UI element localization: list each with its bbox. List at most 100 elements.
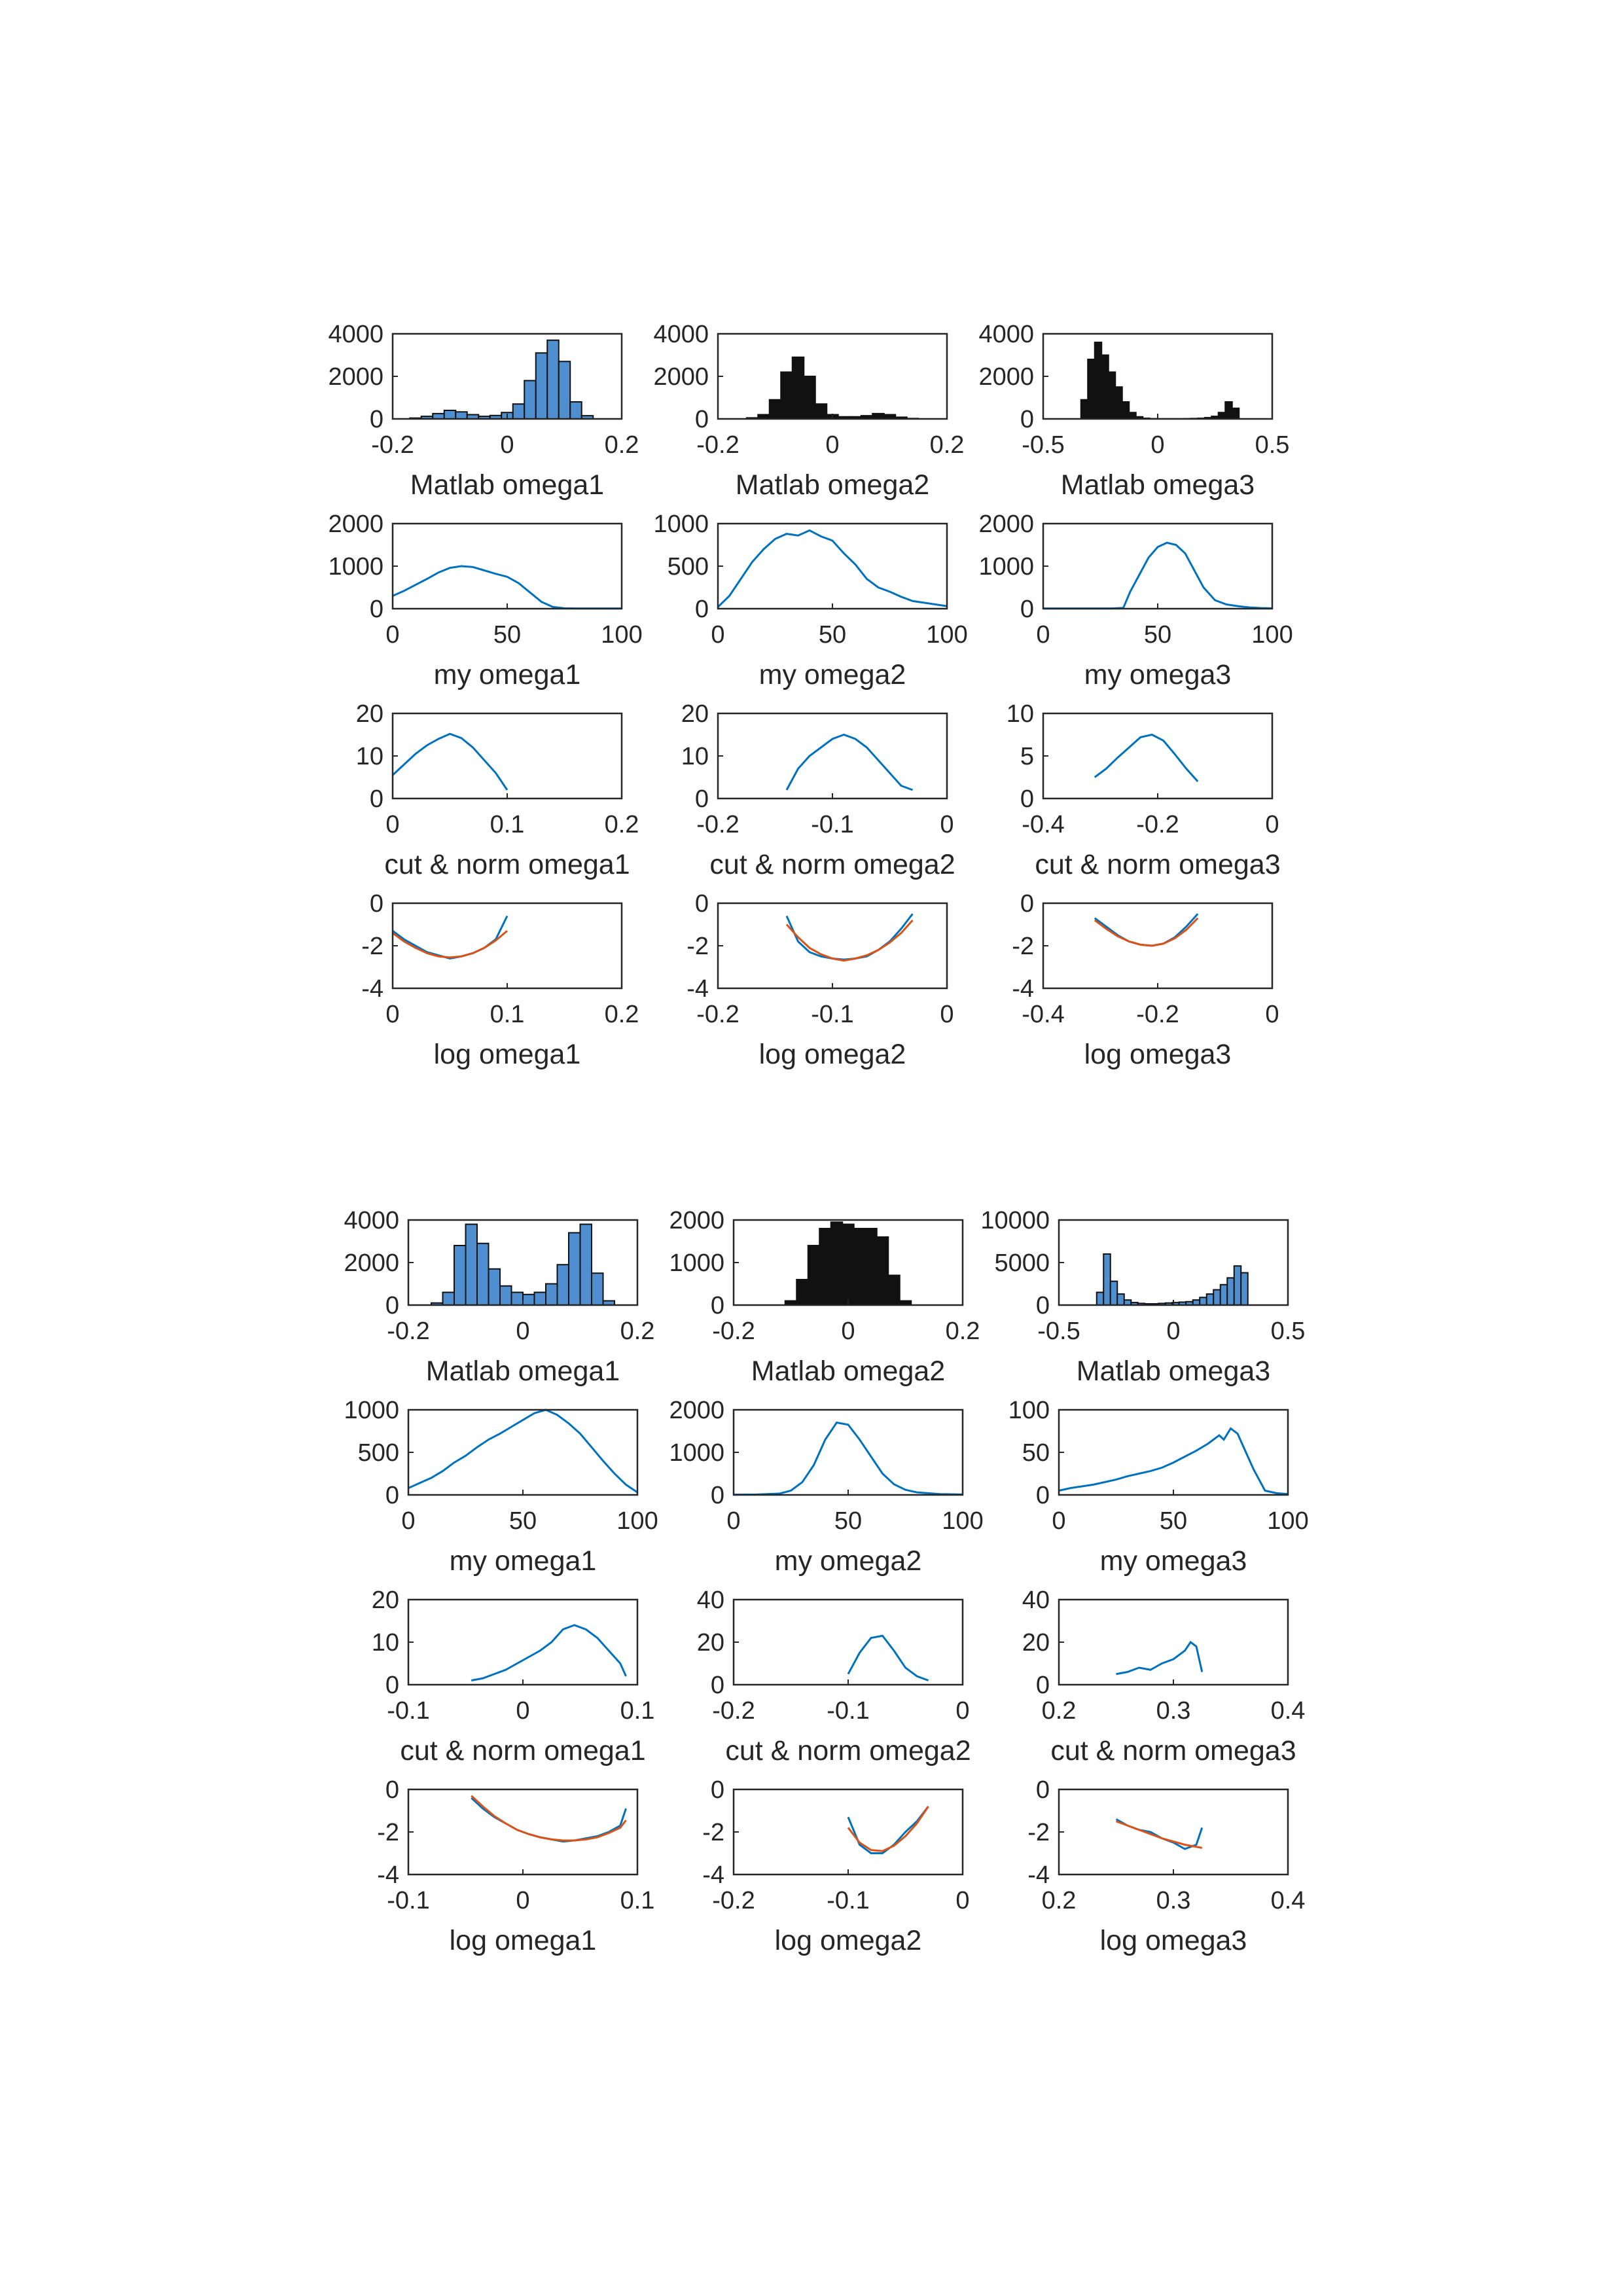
subplot-8: -0.2 -0.1 0 0 10 20 cut & norm omega2 xyxy=(681,700,955,880)
subplot-21: 0.2 0.3 0.4 0 20 40 cut & norm omega3 xyxy=(1022,1587,1306,1767)
y-tick-label: 0 xyxy=(370,596,383,623)
axes-box xyxy=(1042,902,1274,990)
y-tick-label: 500 xyxy=(668,553,709,581)
y-tick-label: 0 xyxy=(695,785,709,813)
y-tick-label: 1000 xyxy=(344,1397,399,1424)
x-tick-label: 0 xyxy=(940,811,954,838)
bar xyxy=(579,1223,592,1306)
x-tick-label: -0.1 xyxy=(827,1887,869,1914)
series-line xyxy=(1094,733,1199,783)
x-tick-label: -0.2 xyxy=(696,1001,739,1028)
x-tick-label: -0.5 xyxy=(1022,431,1064,459)
bar xyxy=(1233,1265,1242,1306)
bar xyxy=(533,1291,546,1306)
y-tick-label: 20 xyxy=(681,700,709,728)
bar xyxy=(796,1279,809,1306)
series-line xyxy=(1094,913,1199,947)
axes-box xyxy=(1058,1219,1289,1306)
y-tick-label: 0 xyxy=(385,1672,399,1699)
bar xyxy=(522,1293,535,1306)
x-tick-label: -0.4 xyxy=(1022,811,1064,838)
x-tick-label: 0 xyxy=(1052,1507,1065,1535)
bar xyxy=(1199,1297,1207,1306)
series-line xyxy=(1115,1818,1204,1850)
x-tick-label: 100 xyxy=(601,621,642,649)
y-tick-label: -2 xyxy=(377,1819,399,1846)
bar xyxy=(865,1228,878,1306)
x-axis-label: my omega3 xyxy=(1084,659,1232,691)
subplot-11: -0.2 -0.1 0 -4 -2 0 log omega2 xyxy=(687,890,954,1070)
y-tick-label: 2000 xyxy=(978,511,1034,538)
x-tick-label: 0 xyxy=(955,1697,969,1725)
axes-box xyxy=(717,522,948,610)
y-tick-label: 20 xyxy=(356,700,383,728)
bar xyxy=(1213,1289,1221,1306)
x-tick-label: -0.2 xyxy=(696,431,739,459)
y-tick-label: 0 xyxy=(370,890,383,918)
y-tick-label: 10 xyxy=(1007,700,1034,728)
bar xyxy=(1224,401,1233,420)
y-tick-label: 4000 xyxy=(328,321,383,348)
bar xyxy=(1121,401,1130,420)
x-tick-label: 0.2 xyxy=(605,1001,639,1028)
bar xyxy=(803,376,816,420)
y-tick-label: 40 xyxy=(697,1587,724,1614)
x-axis-label: log omega3 xyxy=(1100,1925,1247,1956)
x-axis-label: my omega2 xyxy=(775,1545,922,1577)
x-tick-label: 0 xyxy=(1265,811,1279,838)
x-tick-label: 50 xyxy=(834,1507,862,1535)
bar xyxy=(791,356,805,420)
axes-box xyxy=(732,1788,964,1876)
y-tick-label: 2000 xyxy=(978,363,1034,391)
bar xyxy=(442,1291,455,1306)
x-tick-label: 100 xyxy=(926,621,967,649)
y-tick-label: -4 xyxy=(377,1861,399,1889)
x-tick-label: 0.2 xyxy=(930,431,965,459)
y-tick-label: 0 xyxy=(1020,890,1034,918)
fit-line xyxy=(847,1806,929,1852)
x-tick-label: 0 xyxy=(1265,1001,1279,1028)
bar xyxy=(1080,399,1089,420)
y-tick-label: 2000 xyxy=(653,363,709,391)
x-tick-label: 0 xyxy=(516,1887,529,1914)
y-tick-label: 0 xyxy=(1036,1776,1050,1804)
x-tick-label: 0.1 xyxy=(490,811,525,838)
bar xyxy=(830,1221,844,1306)
x-tick-label: 100 xyxy=(1251,621,1293,649)
x-tick-label: -0.5 xyxy=(1037,1318,1080,1345)
y-tick-label: 1000 xyxy=(653,511,709,538)
y-tick-label: 0 xyxy=(1020,406,1034,433)
x-tick-label: 0 xyxy=(841,1318,855,1345)
x-axis-label: log omega1 xyxy=(450,1925,597,1956)
bar xyxy=(558,361,571,420)
x-tick-label: 100 xyxy=(942,1507,983,1535)
y-tick-label: 20 xyxy=(1022,1629,1050,1657)
subplot-7: 0 0.1 0.2 0 10 20 cut & norm omega1 xyxy=(356,700,639,880)
bar xyxy=(524,380,537,420)
x-tick-label: 0.2 xyxy=(620,1318,655,1345)
x-axis-label: cut & norm omega2 xyxy=(709,849,955,880)
x-axis-label: cut & norm omega1 xyxy=(384,849,630,880)
x-axis-label: Matlab omega1 xyxy=(426,1355,620,1387)
x-axis-label: log omega1 xyxy=(434,1039,581,1070)
y-tick-label: -2 xyxy=(1012,933,1034,960)
x-tick-label: 0 xyxy=(401,1507,415,1535)
bar xyxy=(591,1272,604,1306)
x-tick-label: 0.1 xyxy=(620,1697,655,1725)
bar xyxy=(1096,1291,1105,1306)
x-axis-label: cut & norm omega3 xyxy=(1035,849,1280,880)
y-tick-label: 2000 xyxy=(669,1207,724,1234)
x-tick-label: 0 xyxy=(940,1001,954,1028)
y-tick-label: -2 xyxy=(361,933,383,960)
y-tick-label: -4 xyxy=(687,975,709,1003)
x-axis-label: Matlab omega2 xyxy=(736,469,929,501)
y-tick-label: 50 xyxy=(1022,1439,1050,1467)
axes-box xyxy=(717,902,948,990)
axes-box xyxy=(1042,332,1274,420)
